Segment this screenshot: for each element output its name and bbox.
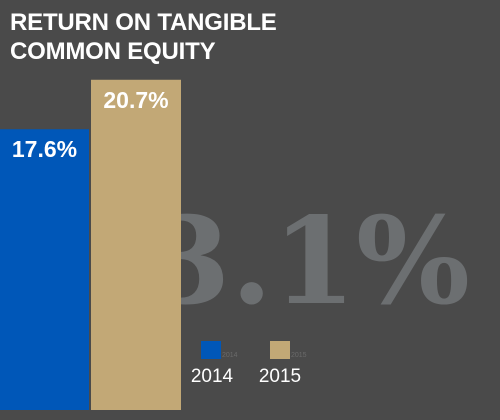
legend-mini-label-2014: 2014 (222, 352, 238, 359)
chart-title-line-2: COMMON EQUITY (10, 38, 216, 65)
chart-title: RETURN ON TANGIBLE COMMON EQUITY (10, 8, 480, 66)
legend-label-2014: 2014 (191, 366, 234, 387)
legend-mini-label-2015: 2015 (291, 352, 307, 359)
bar-2015 (91, 79, 181, 410)
legend-label-2015: 2015 (259, 366, 301, 387)
legend-swatch-2015 (270, 341, 290, 359)
bar-value-label-2015: 20.7% (103, 87, 168, 113)
bar-value-label-2014: 17.6% (12, 136, 77, 162)
legend-swatch-2014 (201, 341, 221, 359)
highlight-value: 3.1% (147, 191, 470, 332)
chart-title-line-1: RETURN ON TANGIBLE (10, 9, 277, 36)
bar-2014 (0, 129, 89, 410)
